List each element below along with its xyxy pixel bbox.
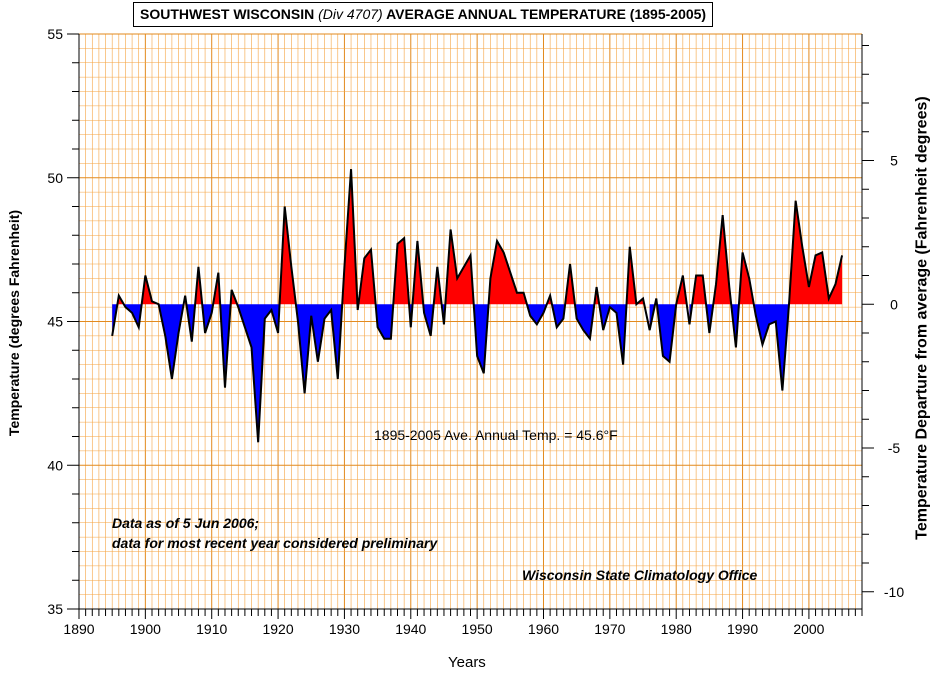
above-average-area bbox=[789, 200, 843, 305]
x-tick-label: 1960 bbox=[528, 621, 559, 637]
data-note-line1: Data as of 5 Jun 2006; bbox=[112, 515, 260, 531]
axes: 1890 1900 1910 1920 1930 1940 1950 1960 1970 1980… bbox=[47, 26, 904, 637]
below-average-area bbox=[526, 304, 547, 325]
source-credit: Wisconsin State Climatology Office bbox=[522, 567, 758, 583]
title-division: (Div 4707) bbox=[318, 6, 383, 22]
y-tick-label-right: 0 bbox=[890, 296, 898, 312]
y-tick-label-right: -5 bbox=[888, 440, 901, 456]
above-average-area bbox=[412, 241, 424, 305]
y-tick-label-left: 40 bbox=[47, 457, 63, 473]
above-average-area bbox=[488, 241, 527, 305]
above-average-area bbox=[342, 169, 358, 305]
x-tick-label: 1900 bbox=[130, 621, 161, 637]
x-tick-label: 1890 bbox=[63, 621, 94, 637]
x-tick-label: 1990 bbox=[727, 621, 758, 637]
y-tick-label-left: 50 bbox=[47, 170, 63, 186]
temperature-line bbox=[111, 169, 844, 443]
x-tick-label: 1980 bbox=[661, 621, 692, 637]
below-average-area bbox=[158, 304, 184, 379]
below-average-area bbox=[220, 304, 231, 388]
x-tick-label: 1970 bbox=[594, 621, 625, 637]
chart-title: SOUTHWEST WISCONSIN (Div 4707) AVERAGE A… bbox=[133, 2, 714, 27]
x-tick-label: 1910 bbox=[196, 621, 227, 637]
y-tick-label-left: 45 bbox=[47, 314, 63, 330]
title-suffix: AVERAGE ANNUAL TEMPERATURE (1895-2005) bbox=[386, 6, 707, 22]
y-tick-label-right: 5 bbox=[890, 153, 898, 169]
below-average-area bbox=[753, 304, 843, 391]
below-average-area bbox=[237, 304, 280, 443]
below-average-area bbox=[123, 304, 142, 328]
average-annotation: 1895-2005 Ave. Annual Temp. = 45.6°F bbox=[374, 427, 618, 443]
x-axis-label: Years bbox=[448, 654, 486, 671]
x-tick-label: 2000 bbox=[793, 621, 824, 637]
below-average-area bbox=[551, 304, 566, 328]
above-average-area bbox=[713, 215, 732, 305]
y-axis-label-right: Temperature Departure from average (Fahr… bbox=[913, 96, 931, 540]
below-average-area bbox=[656, 304, 687, 362]
x-tick-label: 1950 bbox=[462, 621, 493, 637]
title-prefix: SOUTHWEST WISCONSIN bbox=[140, 6, 315, 22]
y-tick-label-right: -10 bbox=[884, 584, 904, 600]
y-axis-label-left: Temperature (degrees Fahrenheit) bbox=[6, 209, 23, 437]
x-tick-label: 1920 bbox=[262, 621, 293, 637]
x-tick-label: 1940 bbox=[395, 621, 426, 637]
below-average-area bbox=[574, 304, 595, 339]
data-note-line2: data for most recent year considered pre… bbox=[112, 535, 438, 551]
above-average-area bbox=[141, 275, 184, 305]
y-tick-label-left: 35 bbox=[47, 601, 63, 617]
y-tick-label-left: 55 bbox=[47, 26, 63, 42]
departure-area bbox=[111, 169, 844, 443]
above-average-area bbox=[565, 264, 575, 305]
x-tick-label: 1930 bbox=[329, 621, 360, 637]
